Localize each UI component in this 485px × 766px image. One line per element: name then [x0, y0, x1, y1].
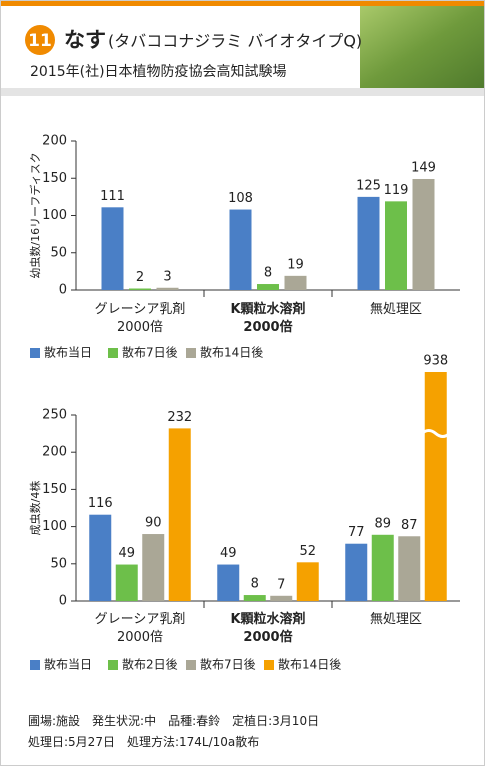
x-tick-label: 無処理区 — [369, 612, 422, 627]
value-label: 149 — [411, 160, 436, 175]
bar — [243, 595, 266, 601]
legend-label: 散布7日後 — [200, 657, 256, 672]
bar — [371, 534, 394, 601]
y-tick-label: 50 — [50, 556, 67, 571]
bar — [142, 534, 165, 601]
legend-label: 散布2日後 — [122, 657, 178, 672]
bar — [168, 428, 191, 601]
subtitle: (タバココナジラミ バイオタイプQ) — [108, 32, 362, 51]
bar — [412, 178, 435, 290]
bar — [89, 514, 112, 601]
value-label: 19 — [287, 257, 304, 272]
y-axis-label: 幼虫数/16リーフディスク — [28, 152, 42, 278]
bar — [296, 562, 319, 601]
value-label: 49 — [118, 546, 135, 561]
bar — [115, 564, 138, 601]
bar — [217, 564, 240, 601]
y-tick-label: 0 — [59, 283, 67, 298]
legend-label: 散布当日 — [44, 345, 92, 360]
x-tick-label: グレーシア乳剤 2000倍 — [94, 612, 186, 645]
footer-line: 処理日:5月27日 処理方法:174L/10a散布 — [28, 735, 260, 749]
legend-swatch — [186, 660, 196, 670]
y-axis-label: 成虫数/4株 — [28, 481, 42, 536]
bar — [129, 288, 151, 290]
y-tick-label: 50 — [50, 245, 67, 260]
value-label: 8 — [251, 577, 259, 592]
band — [0, 88, 485, 96]
legend-swatch — [108, 660, 118, 670]
badge — [25, 25, 55, 55]
value-label: 8 — [264, 266, 272, 281]
value-label: 119 — [384, 183, 409, 198]
value-label: 89 — [374, 516, 391, 531]
value-label: 87 — [401, 518, 418, 533]
bar — [229, 209, 252, 290]
legend-swatch — [30, 348, 40, 358]
title: なす — [64, 28, 106, 52]
bar — [424, 372, 447, 601]
y-tick-label: 250 — [42, 408, 67, 423]
value-label: 3 — [163, 269, 171, 284]
legend-swatch — [264, 660, 274, 670]
x-tick-label: 無処理区 — [369, 302, 422, 317]
y-tick-label: 0 — [59, 594, 67, 609]
value-label: 90 — [145, 516, 162, 531]
legend-label: 散布当日 — [44, 657, 92, 672]
bar — [101, 207, 124, 290]
value-label: 108 — [228, 191, 253, 206]
y-tick-label: 150 — [42, 171, 67, 186]
y-tick-label: 200 — [42, 445, 67, 460]
x-tick-label: グレーシア乳剤 2000倍 — [94, 302, 186, 335]
value-label: 7 — [277, 577, 285, 592]
y-tick-label: 100 — [42, 208, 67, 223]
value-label: 2 — [136, 270, 144, 285]
legend-swatch — [30, 660, 40, 670]
leaf-photo — [360, 6, 485, 88]
source: 2015年(社)日本植物防疫協会高知試験場 — [30, 63, 287, 80]
y-tick-label: 200 — [42, 134, 67, 149]
legend-label: 散布14日後 — [200, 345, 263, 360]
value-label: 52 — [299, 544, 316, 559]
axis-break — [420, 429, 451, 438]
x-tick-label: K顆粒水溶剤 2000倍 — [230, 302, 306, 335]
y-tick-label: 100 — [42, 519, 67, 534]
bar — [270, 595, 293, 601]
y-tick-label: 150 — [42, 482, 67, 497]
value-label: 116 — [88, 496, 113, 511]
legend-label: 散布14日後 — [278, 657, 341, 672]
bar — [385, 201, 407, 290]
value-label: 49 — [220, 546, 237, 561]
bar — [398, 536, 421, 601]
value-label: 77 — [348, 525, 365, 540]
value-label: 125 — [356, 178, 381, 193]
footer-line: 圃場:施設 発生状況:中 品種:春鈴 定植日:3月10日 — [28, 714, 320, 728]
legend-swatch — [186, 348, 196, 358]
value-label: 232 — [167, 410, 192, 425]
bar — [357, 196, 380, 290]
x-tick-label: K顆粒水溶剤 2000倍 — [230, 612, 306, 645]
badge-number: 11 — [28, 31, 52, 51]
bar — [156, 287, 179, 290]
top-strip — [0, 0, 485, 6]
bar — [257, 284, 279, 290]
legend-label: 散布7日後 — [122, 345, 178, 360]
bar — [345, 543, 368, 601]
value-label: 938 — [423, 354, 448, 369]
value-label: 111 — [100, 189, 125, 204]
bar — [284, 275, 307, 290]
legend-swatch — [108, 348, 118, 358]
